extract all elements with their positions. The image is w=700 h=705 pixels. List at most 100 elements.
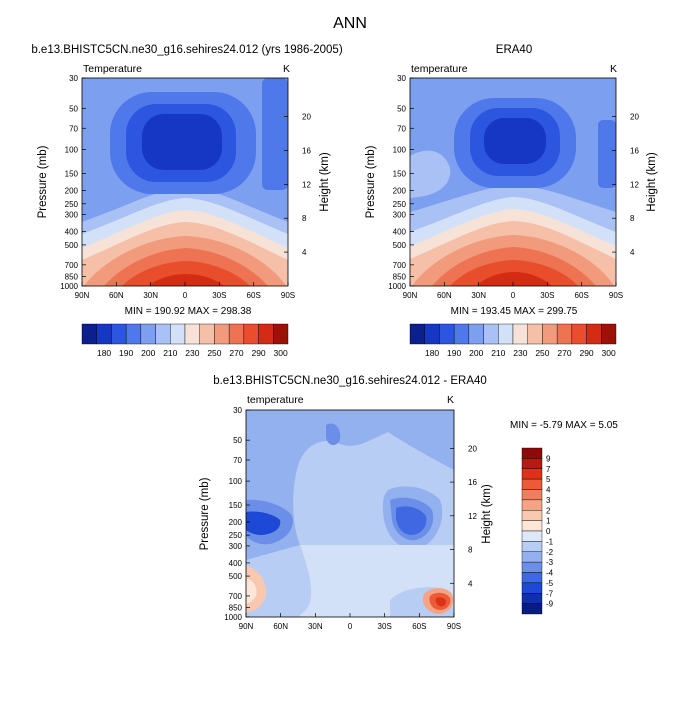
y-tick-label: 100: [393, 145, 407, 154]
y-tick-label: 200: [65, 187, 79, 196]
x-tick-label: 90N: [75, 291, 90, 300]
colorbar-swatch: [96, 323, 112, 345]
field-band: [296, 545, 312, 617]
panel-difference-colorbar: 9 75 432 10-1 -2-3 -4-5-7 -9: [521, 447, 554, 615]
colorbar-swatch: [521, 603, 543, 615]
colorbar-swatch: [409, 323, 425, 345]
x-tick-label: 60N: [109, 291, 124, 300]
field-band: [148, 274, 224, 286]
panel-model-colorbar: 180 190 200 210 230 250 270 290 300: [81, 323, 289, 358]
field-band: [326, 423, 341, 446]
y-tick-label: 30: [397, 74, 406, 83]
colorbar-swatch: [521, 520, 543, 532]
colorbar-label: 250: [207, 348, 221, 358]
panel-era40-ylabel-right: Height (km): [646, 152, 658, 212]
field-band: [246, 410, 454, 560]
y-right-tick-label: 12: [630, 180, 639, 189]
x-tick-label: 90N: [403, 291, 418, 300]
x-tick-label: 60N: [273, 622, 288, 631]
colorbar-label: 290: [251, 348, 265, 358]
y-tick-label: 700: [65, 261, 79, 270]
colorbar-label: -1: [546, 537, 554, 546]
panel-model-units-label: K: [283, 63, 290, 75]
x-tick-label: 30N: [308, 622, 323, 631]
colorbar-label: 7: [546, 465, 551, 474]
y-tick-label: 400: [393, 228, 407, 237]
field-band: [246, 511, 281, 535]
colorbar-label: 210: [491, 348, 505, 358]
colorbar-swatch: [521, 468, 543, 480]
y-tick-label: 250: [229, 531, 243, 540]
colorbar-label: 210: [163, 348, 177, 358]
panel-model-min-max: MIN = 190.92 MAX = 298.38: [125, 306, 252, 317]
colorbar-label: -5: [546, 579, 554, 588]
colorbar-swatch: [258, 323, 274, 345]
colorbar-swatch: [571, 323, 587, 345]
x-tick-label: 0: [183, 291, 188, 300]
x-tick-label: 30S: [212, 291, 226, 300]
y-tick-label: 150: [65, 169, 79, 178]
field-band: [396, 506, 427, 535]
y-tick-label: 500: [229, 572, 243, 581]
colorbar-label: 1: [546, 517, 551, 526]
y-tick-label: 200: [393, 187, 407, 196]
colorbar-label: 180: [97, 348, 111, 358]
colorbar-label: 300: [602, 348, 616, 358]
panel-model-ylabel: Pressure (mb): [37, 145, 49, 218]
colorbar-swatch: [521, 541, 543, 552]
field-band: [476, 272, 552, 286]
y-right-tick-label: 16: [630, 146, 639, 155]
colorbar-swatch: [542, 323, 558, 345]
colorbar-swatch: [512, 323, 528, 345]
colorbar-label: 3: [546, 496, 551, 505]
colorbar-label: 300: [274, 348, 288, 358]
field-band: [262, 78, 288, 190]
y-tick-label: 500: [393, 241, 407, 250]
y-tick-label: 70: [397, 124, 406, 133]
colorbar-swatch: [243, 323, 259, 345]
y-tick-label: 850: [65, 272, 79, 281]
panel-model-ylabel-right: Height (km): [319, 152, 331, 212]
colorbar-swatch: [81, 323, 97, 345]
y-right-tick-label: 20: [468, 444, 477, 453]
y-tick-label: 70: [233, 456, 242, 465]
colorbar-swatch: [439, 323, 455, 345]
y-tick-label: 100: [65, 145, 79, 154]
y-tick-label: 30: [233, 406, 242, 415]
panel-era40-units-label: K: [610, 63, 617, 75]
colorbar-swatch: [483, 323, 499, 345]
x-tick-label: 0: [511, 291, 516, 300]
colorbar-label: 290: [579, 348, 593, 358]
y-tick-label: 1000: [388, 282, 406, 291]
colorbar-label: -7: [546, 589, 554, 598]
colorbar-swatch: [586, 323, 602, 345]
colorbar-swatch: [140, 323, 156, 345]
y-tick-label: 1000: [224, 613, 242, 622]
y-right-tick-label: 4: [302, 248, 307, 257]
colorbar-swatch: [468, 323, 484, 345]
y-tick-label: 200: [229, 518, 243, 527]
x-tick-label: 0: [348, 622, 353, 631]
figure-title: ANN: [333, 15, 367, 32]
colorbar-swatch: [521, 582, 543, 594]
y-right-tick-label: 20: [630, 113, 639, 122]
panel-difference-min-max: MIN = -5.79 MAX = 5.05: [510, 420, 618, 431]
y-tick-label: 300: [65, 211, 79, 220]
x-tick-label: 30S: [378, 622, 392, 631]
colorbar-swatch: [199, 323, 215, 345]
field-band: [410, 150, 451, 198]
colorbar-swatch: [521, 572, 543, 584]
colorbar-swatch: [521, 561, 543, 573]
colorbar-swatch: [601, 323, 617, 345]
y-tick-label: 300: [229, 542, 243, 551]
y-tick-label: 250: [393, 200, 407, 209]
colorbar-swatch: [214, 323, 230, 345]
colorbar-swatch: [521, 499, 543, 511]
panel-era40-variable-label: temperature: [411, 63, 468, 75]
x-tick-label: 30N: [471, 291, 486, 300]
x-tick-label: 30N: [143, 291, 158, 300]
y-tick-label: 400: [65, 228, 79, 237]
panel-model: b.e13.BHISTC5CN.ne30_g16.sehires24.012 (…: [31, 44, 342, 358]
